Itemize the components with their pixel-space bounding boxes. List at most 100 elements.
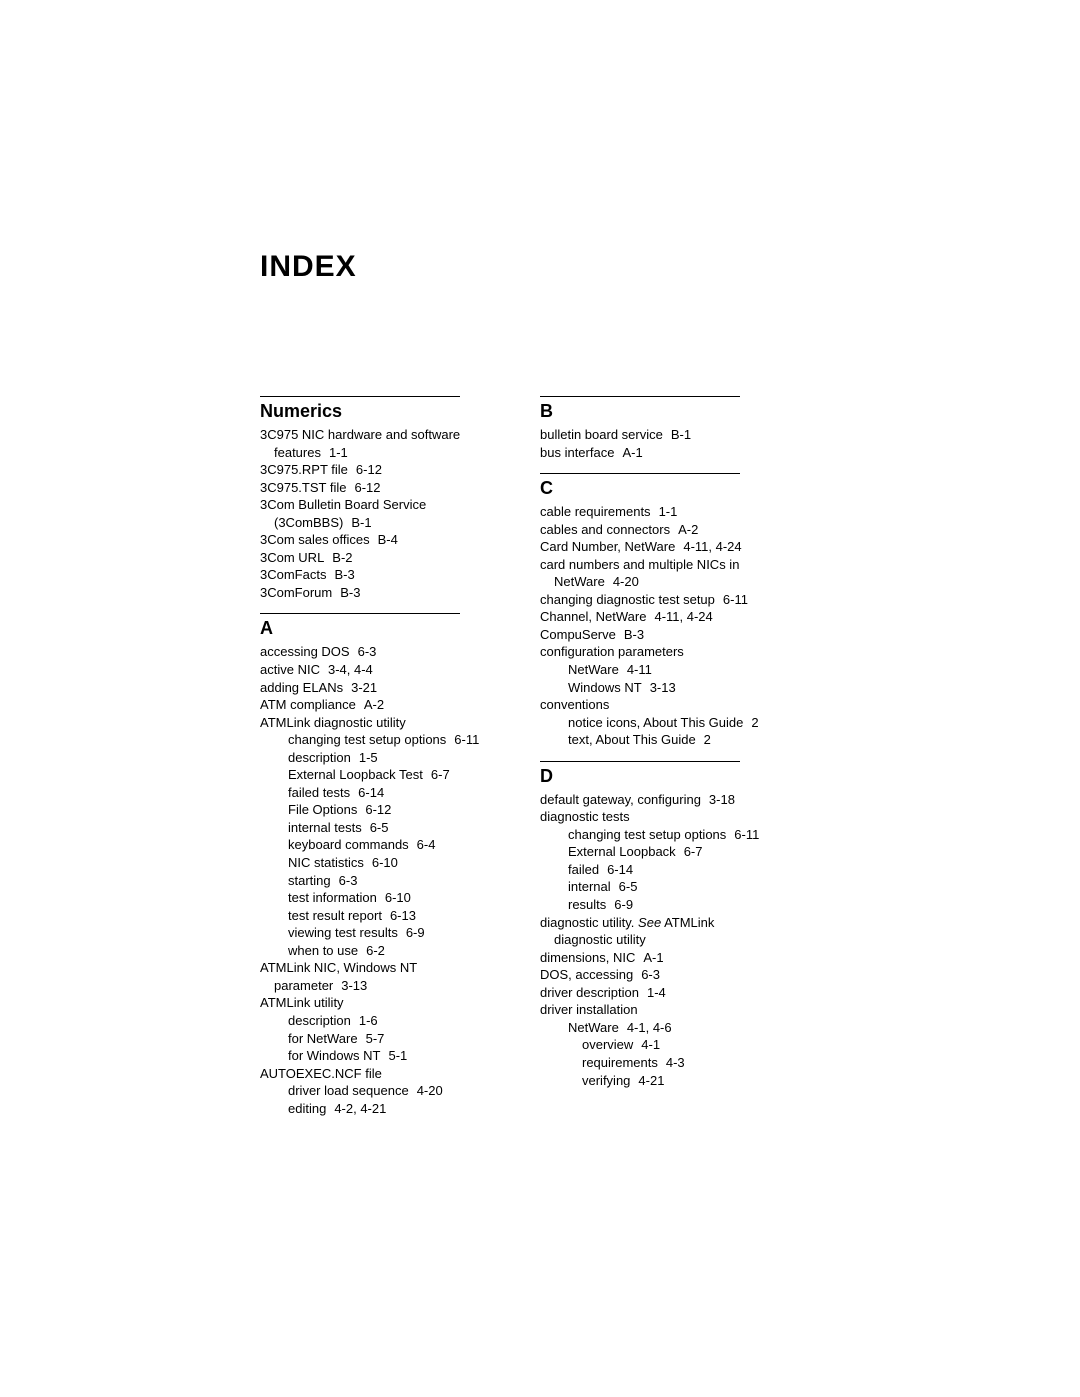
index-entry: (3ComBBS) B-1	[274, 514, 500, 532]
index-entry: card numbers and multiple NICs in	[540, 556, 780, 574]
entry-text: test result report	[288, 908, 382, 923]
entry-text: ATMLink	[661, 915, 714, 930]
entry-text: features	[274, 445, 321, 460]
entry-ref: 6-12	[365, 802, 391, 817]
index-entry: diagnostic utility	[554, 931, 780, 949]
index-entry: internal tests6-5	[288, 819, 500, 837]
entry-text: overview	[582, 1037, 633, 1052]
index-entry: dimensions, NICA-1	[540, 949, 780, 967]
entry-text: description	[288, 750, 351, 765]
section-rule	[260, 613, 460, 614]
index-right-column: Bbulletin board serviceB-1bus interfaceA…	[540, 384, 780, 1117]
entry-text: description	[288, 1013, 351, 1028]
entry-text: changing diagnostic test setup	[540, 592, 715, 607]
entry-text: accessing DOS	[260, 644, 350, 659]
entry-ref: 6-7	[684, 844, 703, 859]
entry-ref: 6-11	[723, 592, 748, 607]
section-entries: accessing DOS6-3active NIC3-4, 4-4adding…	[260, 643, 500, 1117]
index-entry: File Options6-12	[288, 801, 500, 819]
index-entry: for Windows NT5-1	[288, 1047, 500, 1065]
entry-ref: 6-10	[385, 890, 411, 905]
index-entry: changing test setup options6-11	[288, 731, 500, 749]
entry-ref: 6-2	[366, 943, 385, 958]
index-entry: Channel, NetWare4-11, 4-24	[540, 608, 780, 626]
entry-ref: 6-9	[614, 897, 633, 912]
entry-text: active NIC	[260, 662, 320, 677]
entry-ref: 4-1	[641, 1037, 660, 1052]
section-entries: 3C975 NIC hardware and softwarefeatures 1…	[260, 426, 500, 601]
entry-text: internal tests	[288, 820, 362, 835]
page-title: INDEX	[260, 250, 980, 284]
index-entry: text, About This Guide2	[568, 731, 780, 749]
entry-ref: 1-6	[359, 1013, 378, 1028]
entry-ref: B-3	[624, 627, 644, 642]
entry-ref: 3-18	[709, 792, 735, 807]
entry-ref: 3-13	[650, 680, 676, 695]
entry-text: (3ComBBS)	[274, 515, 343, 530]
entry-text: NIC statistics	[288, 855, 364, 870]
entry-text: 3ComFacts	[260, 567, 326, 582]
entry-ref: B-1	[351, 515, 371, 530]
section-rule	[540, 473, 740, 474]
index-entry: notice icons, About This Guide2	[568, 714, 780, 732]
entry-text: internal	[568, 879, 611, 894]
index-entry: when to use6-2	[288, 942, 500, 960]
index-entry: bulletin board serviceB-1	[540, 426, 780, 444]
entry-text: verifying	[582, 1073, 630, 1088]
index-entry: ATMLink NIC, Windows NT	[260, 959, 500, 977]
index-entry: 3C975 NIC hardware and software	[260, 426, 500, 444]
entry-ref: 6-3	[641, 967, 660, 982]
entry-text: cable requirements	[540, 504, 651, 519]
entry-ref: 4-21	[638, 1073, 664, 1088]
entry-ref: 3-13	[341, 978, 367, 993]
index-entry: cables and connectorsA-2	[540, 521, 780, 539]
entry-text: 3Com sales offices	[260, 532, 370, 547]
entry-ref: 6-13	[390, 908, 416, 923]
entry-ref: 1-4	[647, 985, 666, 1000]
index-entry: bus interfaceA-1	[540, 444, 780, 462]
entry-ref: 6-3	[339, 873, 358, 888]
index-entry: Card Number, NetWare4-11, 4-24	[540, 538, 780, 556]
index-entry: overview 4-1	[582, 1036, 780, 1054]
entry-ref: 6-11	[734, 827, 759, 842]
entry-text: requirements	[582, 1055, 658, 1070]
section-rule	[540, 761, 740, 762]
entry-ref: 4-3	[666, 1055, 685, 1070]
entry-text: changing test setup options	[288, 732, 446, 747]
entry-text: default gateway, configuring	[540, 792, 701, 807]
entry-text: for Windows NT	[288, 1048, 380, 1063]
index-entry: ATMLink diagnostic utility	[260, 714, 500, 732]
see-ref: See	[638, 915, 661, 930]
entry-ref: 2	[751, 715, 758, 730]
section-heading: D	[540, 766, 780, 787]
entry-text: starting	[288, 873, 331, 888]
index-entry: failed6-14	[568, 861, 780, 879]
entry-ref: 6-14	[358, 785, 384, 800]
entry-text: driver description	[540, 985, 639, 1000]
index-entry: failed tests6-14	[288, 784, 500, 802]
entry-ref: 1-1	[329, 445, 348, 460]
entry-ref: B-3	[340, 585, 360, 600]
entry-ref: B-2	[332, 550, 352, 565]
section-rule	[260, 396, 460, 397]
index-entry: 3ComForumB-3	[260, 584, 500, 602]
index-entry: NetWare4-11	[568, 661, 780, 679]
index-entry: keyboard commands6-4	[288, 836, 500, 854]
index-entry: ATM complianceA-2	[260, 696, 500, 714]
index-entry: parameter 3-13	[274, 977, 500, 995]
entry-ref: 1-5	[359, 750, 378, 765]
index-entry: NIC statistics6-10	[288, 854, 500, 872]
entry-ref: 4-11, 4-24	[683, 539, 741, 554]
entry-text: parameter	[274, 978, 333, 993]
index-entry: Windows NT3-13	[568, 679, 780, 697]
entry-ref: B-4	[378, 532, 398, 547]
entry-text: failed	[568, 862, 599, 877]
index-entry: adding ELANs3-21	[260, 679, 500, 697]
section-entries: cable requirements1-1cables and connecto…	[540, 503, 780, 749]
index-entry: External Loopback Test6-7	[288, 766, 500, 784]
entry-text: 3Com Bulletin Board Service	[260, 497, 426, 512]
entry-ref: 6-4	[417, 837, 436, 852]
entry-text: editing	[288, 1101, 326, 1116]
index-entry: diagnostic utility. See ATMLink	[540, 914, 780, 932]
index-left-column: Numerics3C975 NIC hardware and softwaref…	[260, 384, 500, 1117]
